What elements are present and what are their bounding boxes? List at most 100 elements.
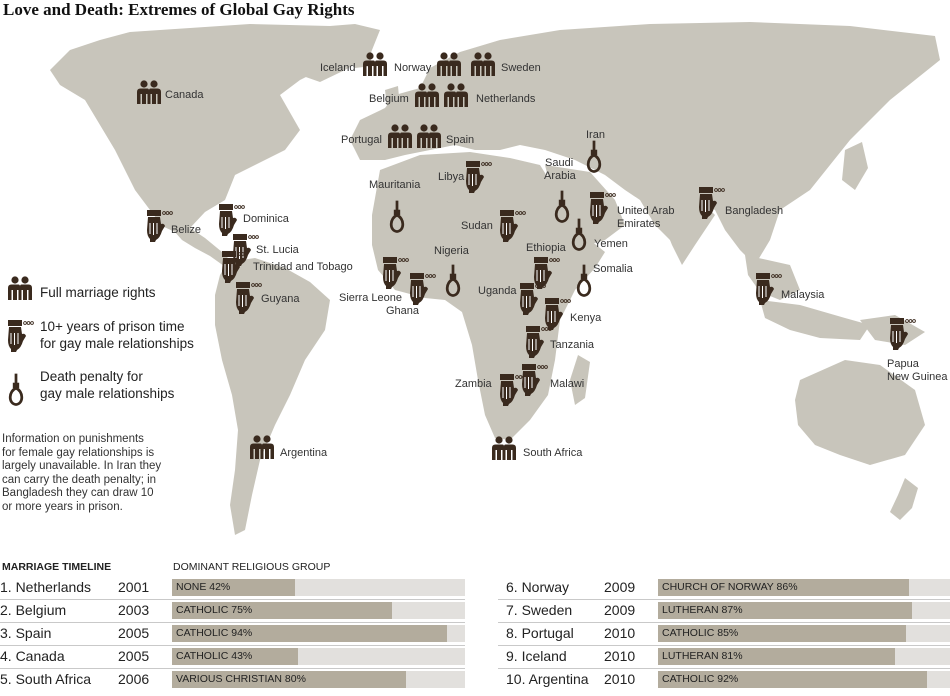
label-bangladesh: Bangladesh (725, 205, 784, 217)
row-country: 2. Belgium (0, 602, 67, 618)
row-country: 1. Netherlands (0, 579, 92, 595)
row-year: 2010 (604, 648, 636, 664)
religion-bar: CHURCH OF NORWAY 86% (658, 579, 950, 596)
label-guyana: Guyana (261, 293, 300, 305)
label-belize: Belize (171, 224, 201, 236)
religion-bar-fill (172, 671, 407, 688)
religion-bar: CATHOLIC 43% (172, 648, 465, 665)
timeline-heading: MARRIAGE TIMELINE (2, 561, 112, 573)
couple-icon (492, 436, 516, 460)
religion-bar-label: LUTHERAN 81% (662, 650, 743, 662)
label-malawi: Malawi (550, 378, 585, 390)
row-year: 2009 (604, 602, 636, 618)
label-iran: Iran (586, 129, 605, 141)
religion-bar: VARIOUS CHRISTIAN 80% (172, 671, 465, 688)
row-country: 3. Spain (0, 625, 52, 641)
religion-bar-fill (172, 602, 392, 619)
religion-bar-fill (172, 625, 448, 642)
religion-bar: CATHOLIC 94% (172, 625, 465, 642)
legend-death-line-1: Death penalty for (40, 369, 143, 384)
legend-prison-line-1: 10+ years of prison time (40, 319, 185, 334)
row-country: 5. South Africa (0, 671, 92, 687)
footnote-line: Bangladesh they can draw 10 (2, 487, 154, 499)
footnote-line: can carry the death penalty; in (2, 473, 157, 486)
footnote-line: or more years in prison. (2, 500, 123, 513)
row-country: 7. Sweden (506, 602, 573, 618)
legend-icons (7, 276, 34, 407)
new-zealand-shape (890, 478, 918, 520)
label-belgium: Belgium (369, 93, 409, 105)
religion-bar-fill (658, 602, 913, 619)
timeline-row: 10. Argentina 2010 CATHOLIC 92% (498, 668, 950, 691)
timeline-row: 3. Spain 2005 CATHOLIC 94% (0, 622, 465, 646)
legend-death-line-2: gay male relationships (40, 386, 175, 401)
timeline-row: 6. Norway 2009 CHURCH OF NORWAY 86% (498, 576, 950, 600)
religion-bar-fill (658, 579, 910, 596)
india-shape (662, 200, 715, 265)
religion-bar: CATHOLIC 75% (172, 602, 465, 619)
religion-bar-label: CATHOLIC 92% (662, 673, 739, 685)
label-kenya: Kenya (570, 312, 602, 324)
religion-bar-label: CATHOLIC 75% (176, 604, 253, 616)
timeline-row: 9. Iceland 2010 LUTHERAN 81% (498, 645, 950, 669)
row-country: 4. Canada (0, 648, 65, 664)
timeline-row: 5. South Africa 2006 VARIOUS CHRISTIAN 8… (0, 668, 465, 691)
row-year: 2005 (118, 648, 150, 664)
arabia-shape (545, 165, 625, 246)
legend-prison-line-2: for gay male relationships (40, 336, 194, 351)
map-title: Love and Death: Extremes of Global Gay R… (3, 0, 355, 19)
label-iceland: Iceland (320, 62, 356, 74)
label-uganda: Uganda (478, 285, 517, 297)
label-argentina: Argentina (280, 447, 328, 459)
footnote-line: largely unavailable. In Iran they (2, 460, 162, 472)
label-zambia: Zambia (455, 378, 492, 390)
footnote-line: for female gay relationships is (2, 446, 155, 459)
timeline-row: 7. Sweden 2009 LUTHERAN 87% (498, 599, 950, 623)
world-map (7, 22, 940, 535)
row-country: 10. Argentina (506, 671, 589, 687)
label-norway: Norway (394, 62, 432, 74)
row-year: 2009 (604, 579, 636, 595)
label-sudan: Sudan (461, 220, 493, 232)
label-uae-2: Emirates (617, 218, 661, 230)
religion-bar-label: VARIOUS CHRISTIAN 80% (176, 673, 306, 685)
label-libya: Libya (438, 171, 465, 183)
footnote-line: Information on punishments (2, 433, 144, 445)
label-nigeria: Nigeria (434, 245, 469, 257)
religion-bar-fill (172, 579, 296, 596)
label-sierra-leone: Sierra Leone (339, 292, 402, 304)
religion-bar-label: CATHOLIC 94% (176, 627, 253, 639)
row-country: 8. Portugal (506, 625, 574, 641)
label-spain: Spain (446, 134, 475, 146)
label-saudi-2: Arabia (544, 170, 576, 182)
label-somalia: Somalia (593, 263, 633, 275)
label-mauritania: Mauritania (369, 179, 421, 191)
label-south-africa: South Africa (523, 447, 583, 459)
row-year: 2001 (118, 579, 150, 595)
religion-bar-label: CHURCH OF NORWAY 86% (662, 581, 798, 593)
eurasia-shape (350, 22, 940, 265)
couple-icon (363, 52, 387, 76)
religion-bar-label: NONE 42% (176, 581, 231, 593)
timeline-row: 2. Belgium 2003 CATHOLIC 75% (0, 599, 465, 623)
label-canada: Canada (165, 89, 204, 101)
label-st-lucia: St. Lucia (256, 244, 299, 256)
religion-bar-label: CATHOLIC 43% (176, 650, 253, 662)
central-america-shape (175, 228, 232, 266)
timeline-row: 1. Netherlands 2001 NONE 42% (0, 576, 465, 600)
label-ghana: Ghana (386, 305, 420, 317)
cuffed-hand-icon (218, 204, 245, 236)
religion-bar: LUTHERAN 81% (658, 648, 950, 665)
japan-shape (842, 142, 868, 190)
religion-heading: DOMINANT RELIGIOUS GROUP (173, 561, 331, 573)
greenland-shape (270, 24, 380, 82)
label-dominica: Dominica (243, 213, 289, 225)
label-png-2: New Guinea (887, 371, 948, 383)
religion-bar-fill (658, 625, 907, 642)
australia-shape (795, 360, 925, 465)
label-sweden: Sweden (501, 62, 541, 74)
label-ethiopia: Ethiopia (526, 242, 566, 254)
legend-cuffed-hand-icon (7, 320, 34, 352)
label-trinidad: Trinidad and Tobago (253, 261, 353, 273)
religion-bar-fill (172, 648, 298, 665)
